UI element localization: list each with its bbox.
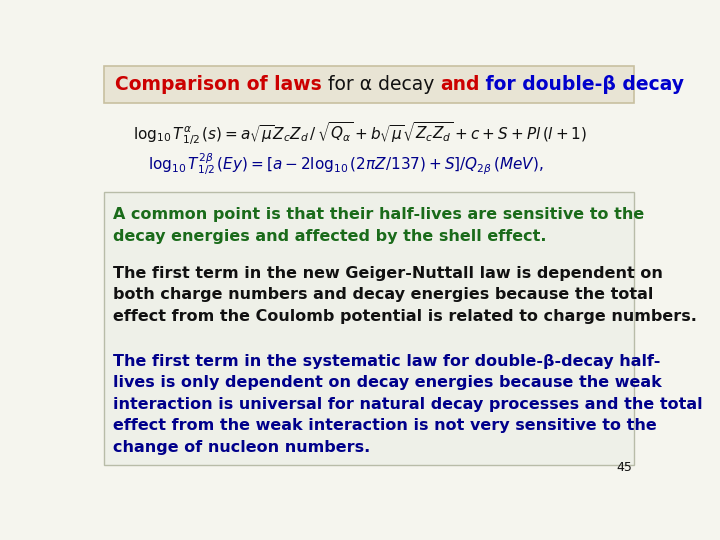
Text: The first term in the new Geiger-Nuttall law is dependent on
both charge numbers: The first term in the new Geiger-Nuttall… <box>113 266 697 324</box>
Text: The first term in the systematic law for double-β-decay half-
lives is only depe: The first term in the systematic law for… <box>113 354 703 455</box>
Text: for α decay: for α decay <box>322 75 440 94</box>
Text: 45: 45 <box>616 462 632 475</box>
Text: for double-β decay: for double-β decay <box>480 75 685 94</box>
Text: A common point is that their half-lives are sensitive to the
decay energies and : A common point is that their half-lives … <box>113 207 644 244</box>
Text: Comparison of laws: Comparison of laws <box>114 75 322 94</box>
Text: and: and <box>440 75 480 94</box>
Bar <box>104 66 634 103</box>
Text: $\log_{10} T^{2\beta}_{1/2}\,(Ey) = \left[a - 2\log_{10}(2\pi Z/137) + S\right]/: $\log_{10} T^{2\beta}_{1/2}\,(Ey) = \lef… <box>148 152 544 178</box>
Bar <box>104 192 634 465</box>
Text: $\log_{10} T^{\alpha}_{1/2}\,(s) = a\sqrt{\mu}Z_c Z_d\,/\,\sqrt{Q_\alpha} + b\sq: $\log_{10} T^{\alpha}_{1/2}\,(s) = a\sqr… <box>132 120 587 147</box>
